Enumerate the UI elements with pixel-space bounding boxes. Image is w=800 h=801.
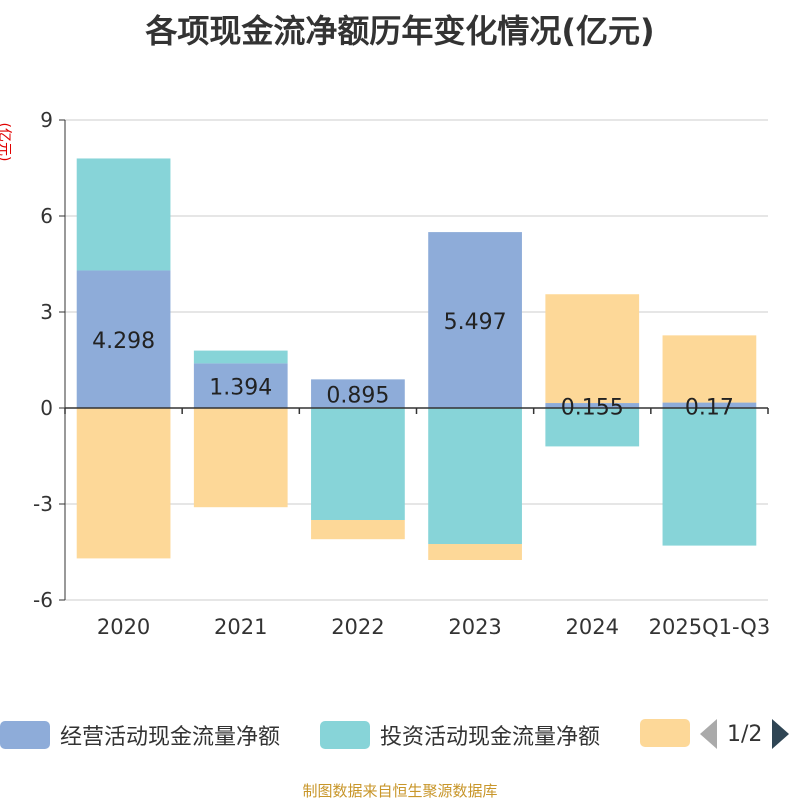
bar-investing	[193, 350, 288, 364]
bar-operating	[662, 402, 757, 408]
x-tick-label: 2024	[566, 615, 619, 639]
legend: 经营活动现金流量净额 投资活动现金流量净额 1/2	[0, 715, 800, 755]
bar-investing	[76, 158, 171, 271]
legend-label-operating: 经营活动现金流量净额	[60, 725, 281, 750]
bar-investing	[545, 408, 640, 447]
x-tick-label: 2023	[448, 615, 501, 639]
bar-financing	[662, 335, 757, 403]
y-tick-label: -6	[33, 588, 53, 612]
bar-financing	[193, 408, 288, 508]
x-tick-label: 2020	[97, 615, 150, 639]
data-label: 0.895	[326, 384, 389, 409]
legend-label-investing: 投资活动现金流量净额	[380, 725, 601, 750]
bar-financing	[428, 544, 522, 560]
bar-financing	[311, 520, 405, 540]
legend-next-page-icon[interactable]	[772, 719, 790, 749]
data-label: 1.394	[209, 376, 272, 401]
legend-item-financing[interactable]	[640, 719, 690, 747]
bar-investing	[311, 408, 405, 520]
bar-financing	[545, 294, 640, 404]
chart-title: 各项现金流净额历年变化情况(亿元)	[145, 12, 655, 50]
bar-operating	[545, 403, 640, 408]
y-tick-label: 3	[40, 300, 53, 324]
bar-operating	[76, 270, 171, 408]
data-source-note: 制图数据来自恒生聚源数据库	[302, 782, 498, 800]
x-tick-label: 2021	[214, 615, 267, 639]
legend-page-indicator: 1/2	[727, 721, 763, 747]
legend-swatch-investing	[320, 721, 370, 749]
y-tick-label: -3	[33, 492, 53, 516]
legend-swatch-financing	[640, 719, 690, 747]
data-label: 0.17	[685, 395, 734, 420]
data-label: 0.155	[561, 396, 624, 421]
data-label: 4.298	[92, 329, 155, 354]
bar-investing	[428, 408, 522, 544]
bar-investing	[662, 408, 757, 546]
bar-operating	[311, 379, 405, 408]
legend-prev-page-icon[interactable]	[700, 719, 717, 749]
legend-item-operating[interactable]: 经营活动现金流量净额	[0, 719, 280, 751]
data-label: 5.497	[444, 310, 507, 335]
bar-operating	[193, 363, 288, 408]
legend-swatch-operating	[0, 721, 50, 749]
y-tick-label: 0	[40, 396, 53, 420]
bar-operating	[428, 232, 522, 408]
y-tick-label: 6	[40, 204, 53, 228]
legend-item-investing[interactable]: 投资活动现金流量净额	[320, 719, 600, 751]
x-tick-label: 2022	[331, 615, 384, 639]
legend-pager: 1/2	[700, 719, 790, 749]
bar-financing	[76, 408, 171, 559]
y-tick-label: 9	[40, 108, 53, 132]
x-tick-label: 2025Q1-Q3	[649, 615, 771, 639]
